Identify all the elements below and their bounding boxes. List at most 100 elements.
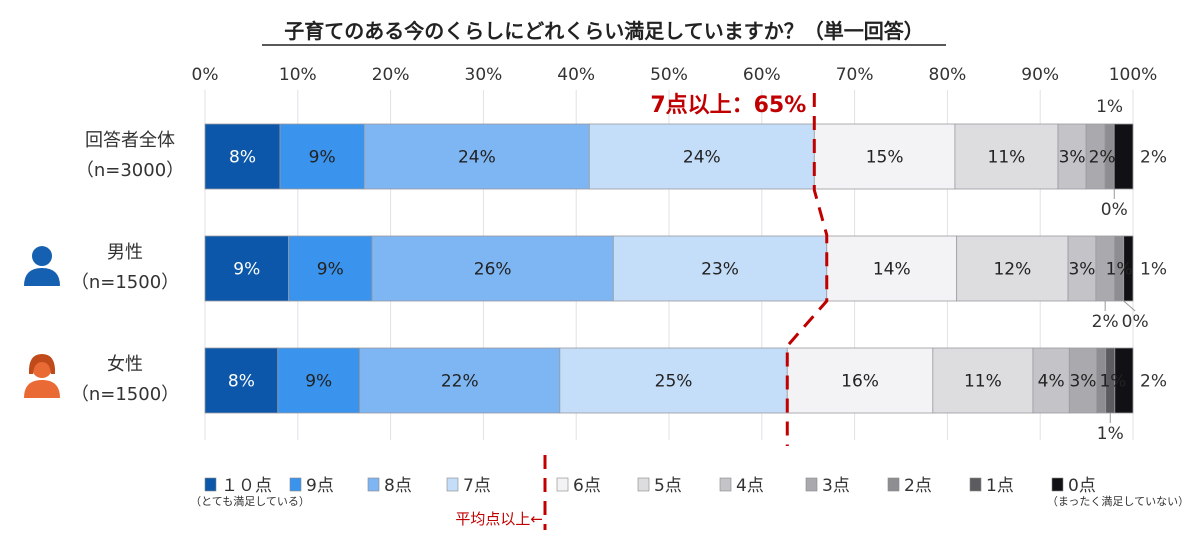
category-n-label: （n=1500） xyxy=(71,272,179,293)
outside-data-label: 1% xyxy=(1096,97,1123,117)
data-label: 8% xyxy=(229,148,256,168)
x-tick-label: 20% xyxy=(372,65,410,85)
bar-segment xyxy=(371,235,614,302)
legend-annotation: 平均点以上← xyxy=(455,510,543,528)
legend-swatch xyxy=(805,477,818,492)
data-label: 9% xyxy=(233,260,260,280)
legend-swatch xyxy=(1051,477,1064,492)
x-tick-label: 60% xyxy=(743,65,781,85)
male-person-icon xyxy=(24,245,60,286)
x-tick-label: 90% xyxy=(1021,65,1059,85)
data-label: 3% xyxy=(1069,372,1096,392)
outside-data-label: 2% xyxy=(1140,372,1167,392)
legend-label: 9点 xyxy=(306,476,334,496)
data-label: 3% xyxy=(1068,260,1095,280)
icon-body xyxy=(24,380,60,398)
data-label: 11% xyxy=(964,372,1002,392)
data-label: 24% xyxy=(458,148,496,168)
legend-swatch xyxy=(637,477,650,492)
data-label: 2% xyxy=(1089,148,1116,168)
data-label: 11% xyxy=(988,148,1026,168)
data-label: 8% xyxy=(228,372,255,392)
bar-segment xyxy=(932,347,1034,414)
bar-segment xyxy=(786,347,934,414)
data-label: 9% xyxy=(317,260,344,280)
outside-data-label: 2% xyxy=(1092,312,1119,332)
bar-segment xyxy=(279,123,365,190)
category-label: 女性 xyxy=(107,354,143,375)
data-label: 22% xyxy=(441,372,479,392)
data-label: 12% xyxy=(993,260,1031,280)
category-n-label: （n=3000） xyxy=(76,160,184,181)
data-label: 1% xyxy=(1106,260,1133,280)
data-label: 24% xyxy=(683,148,721,168)
legend-swatch xyxy=(446,477,459,492)
legend-sublabel: （まったく満足していない） xyxy=(1047,495,1189,508)
data-label: 14% xyxy=(873,260,911,280)
x-tick-label: 80% xyxy=(929,65,967,85)
category-n-label: （n=1500） xyxy=(71,384,179,405)
data-label: 23% xyxy=(701,260,739,280)
bar-segment xyxy=(813,123,956,190)
data-label: 16% xyxy=(841,372,879,392)
leader-line xyxy=(1123,300,1136,312)
data-label: 9% xyxy=(305,372,332,392)
outside-data-label: 1% xyxy=(1140,260,1167,280)
bar-segment xyxy=(1114,347,1134,414)
bar-segment xyxy=(954,123,1059,190)
bar-segment xyxy=(1057,123,1087,190)
bar-segment xyxy=(956,235,1069,302)
bar-segment xyxy=(1032,347,1070,414)
bar-segment xyxy=(612,235,828,302)
outside-data-label: 0% xyxy=(1122,312,1149,332)
outside-data-label: 2% xyxy=(1140,148,1167,168)
category-label: 男性 xyxy=(107,242,143,263)
legend-swatch xyxy=(556,477,569,492)
bar-segment xyxy=(1113,123,1134,190)
data-label: 4% xyxy=(1038,372,1065,392)
data-label: 15% xyxy=(866,148,904,168)
legend-swatch xyxy=(204,477,217,492)
legend-label: １０点 xyxy=(221,476,272,496)
bar-segment xyxy=(826,235,958,302)
data-label: 3% xyxy=(1059,148,1086,168)
bar-segment xyxy=(204,123,281,190)
chart-title: 子育てのある今のくらしにどれくらい満足していますか？（単一回答） xyxy=(284,19,923,43)
x-tick-label: 100% xyxy=(1109,65,1158,85)
icon-head xyxy=(32,246,52,266)
legend-swatch xyxy=(367,477,380,492)
icon-hair xyxy=(28,354,56,374)
bar-segment xyxy=(363,123,590,190)
legend-sublabel: （とても満足している） xyxy=(190,495,310,508)
legend-swatch xyxy=(719,477,732,492)
bar-segment xyxy=(204,235,289,302)
bar-segment xyxy=(288,235,373,302)
x-tick-label: 10% xyxy=(279,65,317,85)
outside-data-label: 0% xyxy=(1101,200,1128,220)
legend-swatch xyxy=(887,477,900,492)
bar-segment xyxy=(1068,347,1098,414)
bar-segment xyxy=(588,123,815,190)
data-label: 25% xyxy=(655,372,693,392)
x-tick-label: 30% xyxy=(465,65,503,85)
bar-segment xyxy=(559,347,788,414)
legend-label: 1点 xyxy=(986,476,1014,496)
icon-body xyxy=(24,268,60,286)
bar-segment xyxy=(204,347,279,414)
bar-segment xyxy=(1123,235,1134,302)
legend-label: 6点 xyxy=(573,476,601,496)
threshold-dashed-line xyxy=(785,93,829,446)
legend-label: 2点 xyxy=(904,476,932,496)
threshold-annotation: 7点以上：65% xyxy=(650,92,806,118)
female-person-icon xyxy=(24,354,60,398)
legend-swatch xyxy=(289,477,302,492)
legend-label: 4点 xyxy=(736,476,764,496)
legend-label: 5点 xyxy=(654,476,682,496)
x-tick-label: 0% xyxy=(192,65,219,85)
legend-label: 8点 xyxy=(384,476,412,496)
data-label: 26% xyxy=(474,260,512,280)
bar-segment xyxy=(277,347,361,414)
icon-hair xyxy=(32,245,52,252)
